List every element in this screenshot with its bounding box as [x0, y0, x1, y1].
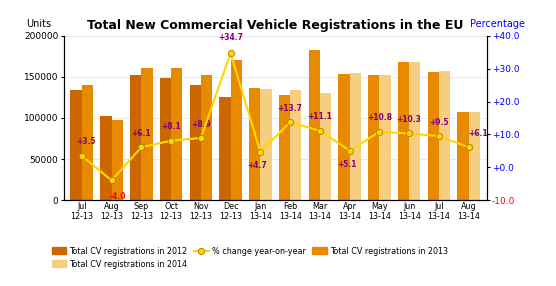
Bar — [458, 112, 469, 200]
Bar — [338, 74, 350, 200]
Text: -4.0: -4.0 — [109, 192, 126, 200]
Bar — [112, 120, 123, 200]
Bar — [130, 75, 141, 200]
Text: +10.3: +10.3 — [396, 115, 421, 124]
Text: +13.7: +13.7 — [277, 104, 302, 113]
Text: +6.1: +6.1 — [132, 129, 151, 138]
Text: +34.7: +34.7 — [218, 33, 243, 42]
Title: Total New Commercial Vehicle Registrations in the EU: Total New Commercial Vehicle Registratio… — [87, 19, 463, 32]
Bar — [379, 75, 391, 200]
Text: +8.9: +8.9 — [191, 120, 211, 128]
Bar — [100, 116, 112, 200]
Text: +11.1: +11.1 — [307, 112, 332, 121]
Bar — [398, 62, 409, 200]
Bar — [320, 93, 331, 200]
Bar — [279, 95, 290, 200]
Text: +9.5: +9.5 — [429, 118, 449, 126]
Bar — [71, 90, 82, 200]
Text: +8.1: +8.1 — [161, 122, 181, 131]
Bar — [160, 78, 171, 200]
Bar — [201, 75, 212, 200]
Bar — [428, 72, 439, 200]
Text: +5.1: +5.1 — [337, 160, 356, 169]
Text: +3.5: +3.5 — [77, 137, 96, 146]
Text: +10.8: +10.8 — [367, 113, 392, 122]
Bar — [290, 90, 301, 200]
Text: Units: Units — [26, 19, 51, 29]
Bar — [249, 88, 260, 200]
Bar — [231, 60, 242, 200]
Bar — [368, 75, 379, 200]
Bar — [219, 97, 231, 200]
Bar — [309, 50, 320, 200]
Bar — [350, 73, 361, 200]
Bar — [171, 68, 182, 200]
Text: +4.7: +4.7 — [247, 161, 267, 170]
Text: Percentage: Percentage — [469, 19, 524, 29]
Bar — [439, 71, 450, 200]
Legend: Total CV registrations in 2012, Total CV registrations in 2014, % change year-on: Total CV registrations in 2012, Total CV… — [48, 243, 451, 272]
Bar — [141, 68, 152, 200]
Bar — [469, 112, 480, 200]
Bar — [260, 89, 272, 200]
Bar — [409, 62, 420, 200]
Bar — [190, 85, 201, 200]
Text: +6.1: +6.1 — [468, 129, 488, 138]
Bar — [82, 85, 93, 200]
